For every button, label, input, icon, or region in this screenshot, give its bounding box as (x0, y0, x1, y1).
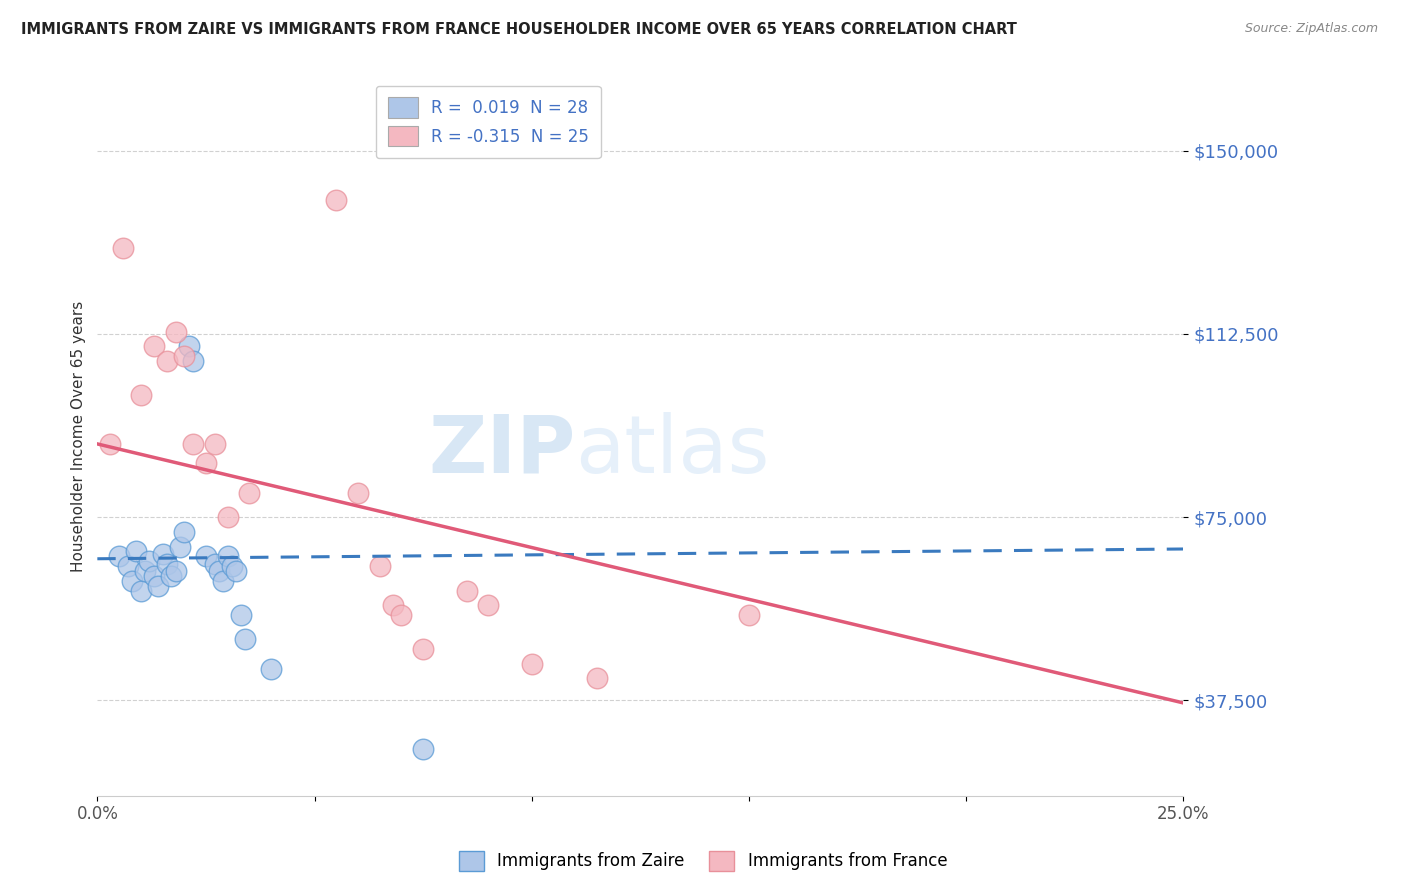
Legend: Immigrants from Zaire, Immigrants from France: Immigrants from Zaire, Immigrants from F… (450, 842, 956, 880)
Point (165, 564, 187, 578)
Point (225, 564, 247, 578)
Point (100, 437, 122, 451)
Point (233, 632, 256, 647)
Text: Source: ZipAtlas.com: Source: ZipAtlas.com (1244, 22, 1378, 36)
Point (217, 510, 239, 524)
Point (412, 642, 434, 657)
Point (412, 742, 434, 756)
Point (325, 193, 347, 207)
Point (208, 564, 231, 578)
Point (134, 564, 156, 578)
Point (173, 349, 195, 363)
Point (108, 549, 131, 564)
Point (181, 354, 204, 368)
Point (121, 574, 143, 588)
Point (169, 540, 191, 554)
Point (129, 583, 152, 598)
Point (142, 339, 165, 353)
Point (520, 657, 543, 671)
Point (381, 598, 404, 612)
Point (738, 607, 761, 622)
Point (586, 672, 609, 686)
Point (173, 524, 195, 539)
Point (129, 388, 152, 402)
Y-axis label: Householder Income Over 65 years: Householder Income Over 65 years (72, 301, 86, 573)
Point (217, 549, 239, 564)
Point (347, 485, 370, 500)
Point (177, 339, 200, 353)
Point (1150, 804, 1173, 818)
Point (229, 607, 252, 622)
Point (160, 569, 183, 583)
Point (142, 569, 165, 583)
Point (181, 437, 204, 451)
Point (212, 574, 235, 588)
Point (194, 549, 217, 564)
Point (391, 607, 413, 622)
Point (125, 544, 148, 558)
Legend: R =  0.019  N = 28, R = -0.315  N = 25: R = 0.019 N = 28, R = -0.315 N = 25 (375, 86, 600, 158)
Point (156, 557, 179, 571)
Point (138, 554, 160, 568)
Point (204, 437, 226, 451)
Point (165, 325, 187, 339)
Point (238, 485, 260, 500)
Text: ZIP: ZIP (427, 412, 575, 490)
Point (204, 557, 226, 571)
Point (112, 242, 135, 256)
Point (156, 354, 179, 368)
Point (368, 559, 391, 574)
Text: IMMIGRANTS FROM ZAIRE VS IMMIGRANTS FROM FRANCE HOUSEHOLDER INCOME OVER 65 YEARS: IMMIGRANTS FROM ZAIRE VS IMMIGRANTS FROM… (21, 22, 1017, 37)
Point (456, 583, 478, 598)
Point (117, 559, 139, 574)
Point (146, 579, 169, 593)
Point (221, 559, 243, 574)
Point (194, 457, 217, 471)
Point (152, 547, 174, 561)
Point (477, 598, 499, 612)
Text: atlas: atlas (575, 412, 769, 490)
Point (260, 662, 283, 676)
Point (1042, 828, 1064, 842)
